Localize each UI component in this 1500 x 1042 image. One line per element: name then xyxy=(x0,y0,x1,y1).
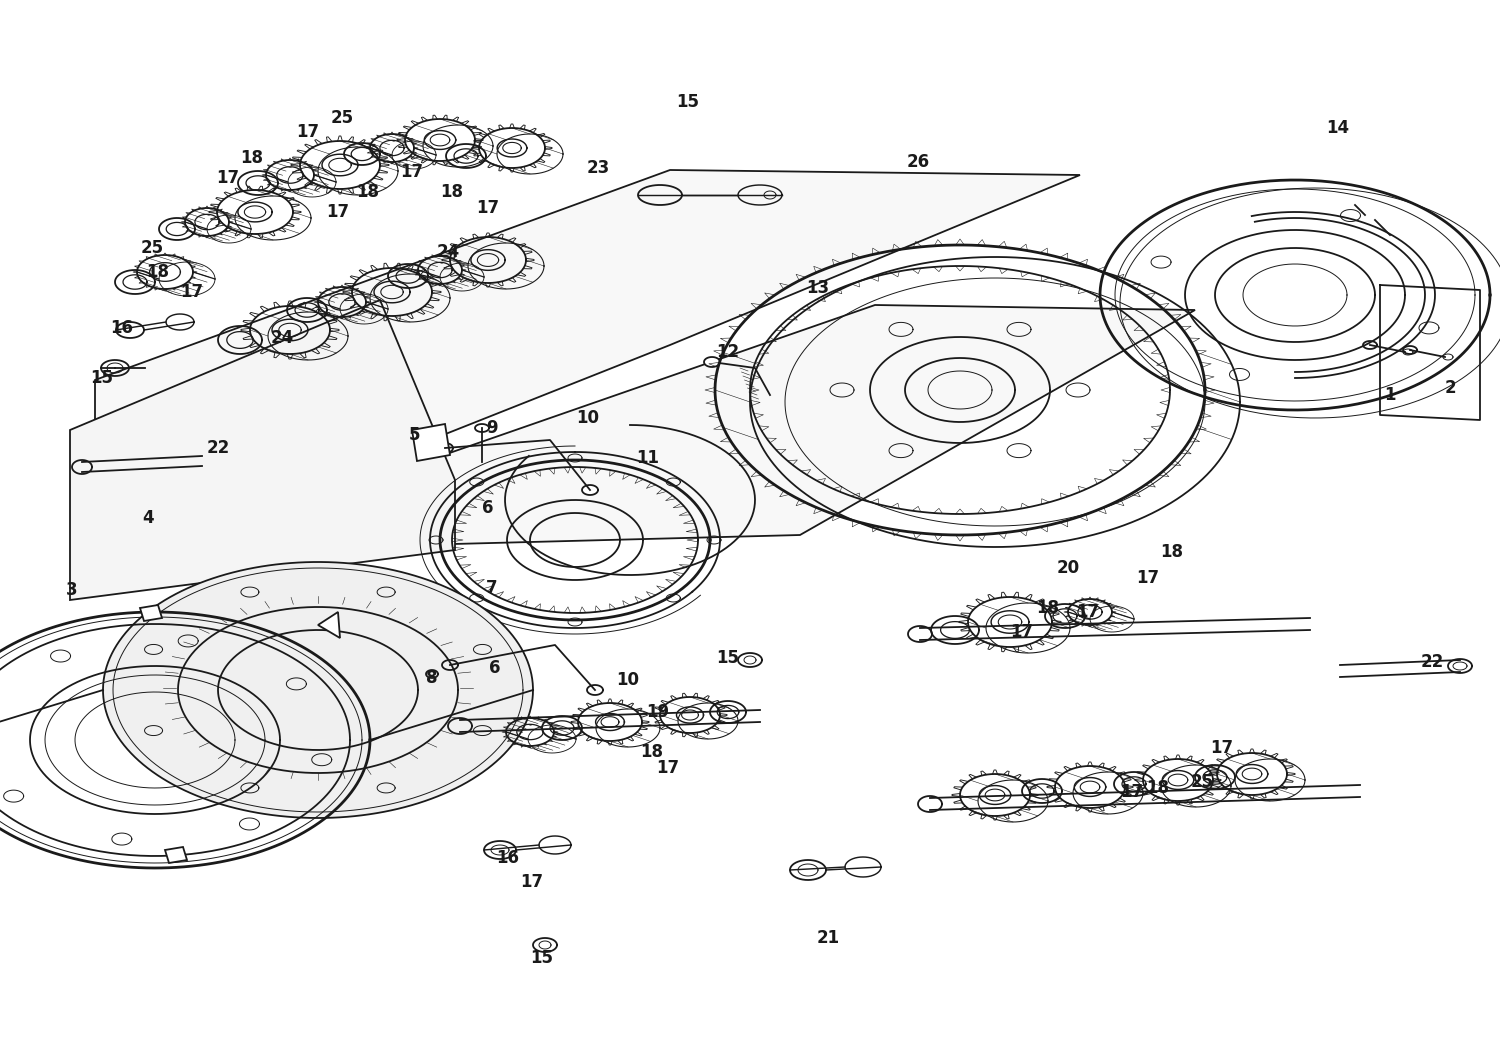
Text: 20: 20 xyxy=(1056,559,1080,577)
Text: 5: 5 xyxy=(410,426,420,444)
Text: 15: 15 xyxy=(676,93,699,111)
Text: 17: 17 xyxy=(180,283,204,301)
Text: 6: 6 xyxy=(489,659,501,677)
Text: 17: 17 xyxy=(216,169,240,187)
Text: 6: 6 xyxy=(483,499,494,517)
Text: 16: 16 xyxy=(496,849,519,867)
Text: 17: 17 xyxy=(520,873,543,891)
Polygon shape xyxy=(104,562,532,818)
Text: 26: 26 xyxy=(906,153,930,171)
Polygon shape xyxy=(582,485,598,495)
Polygon shape xyxy=(140,605,162,621)
Text: 8: 8 xyxy=(426,669,438,687)
Text: 17: 17 xyxy=(1137,569,1160,587)
Text: 18: 18 xyxy=(240,149,264,167)
Text: 15: 15 xyxy=(717,649,740,667)
Text: 3: 3 xyxy=(66,581,78,599)
Text: 18: 18 xyxy=(1036,599,1059,617)
Text: 25: 25 xyxy=(141,239,164,257)
Text: 18: 18 xyxy=(441,183,464,201)
Text: 1: 1 xyxy=(1384,386,1395,404)
Text: 7: 7 xyxy=(486,579,498,597)
Text: 25: 25 xyxy=(330,109,354,127)
Text: 22: 22 xyxy=(1420,653,1443,671)
Text: 15: 15 xyxy=(90,369,114,387)
Text: 12: 12 xyxy=(717,343,740,361)
Text: 17: 17 xyxy=(1077,603,1100,621)
Text: 17: 17 xyxy=(1120,783,1143,801)
Polygon shape xyxy=(165,847,188,863)
Polygon shape xyxy=(442,660,458,670)
Polygon shape xyxy=(70,300,454,600)
Text: 9: 9 xyxy=(486,419,498,437)
Text: 11: 11 xyxy=(636,449,660,467)
Text: 10: 10 xyxy=(576,410,600,427)
Text: 17: 17 xyxy=(1011,623,1034,641)
Text: 18: 18 xyxy=(1161,543,1184,561)
Text: 15: 15 xyxy=(531,949,554,967)
Text: 13: 13 xyxy=(807,279,830,297)
Text: 18: 18 xyxy=(640,743,663,761)
Text: 24: 24 xyxy=(436,243,459,260)
Polygon shape xyxy=(586,685,603,695)
Text: 16: 16 xyxy=(111,319,134,337)
Text: 21: 21 xyxy=(816,929,840,947)
Polygon shape xyxy=(413,424,450,461)
Text: 17: 17 xyxy=(400,163,423,181)
Text: 18: 18 xyxy=(1146,779,1170,797)
Text: 24: 24 xyxy=(270,329,294,347)
Text: 18: 18 xyxy=(147,263,170,281)
Text: 22: 22 xyxy=(207,439,230,457)
Text: 18: 18 xyxy=(357,183,380,201)
Polygon shape xyxy=(318,612,340,638)
Polygon shape xyxy=(0,612,370,868)
Polygon shape xyxy=(436,443,453,453)
Text: 10: 10 xyxy=(616,671,639,689)
Text: 17: 17 xyxy=(327,203,350,221)
Text: 2: 2 xyxy=(1444,379,1456,397)
Text: 19: 19 xyxy=(646,703,669,721)
Polygon shape xyxy=(416,305,1196,545)
Text: 14: 14 xyxy=(1326,119,1350,137)
Polygon shape xyxy=(704,357,720,367)
Text: 23: 23 xyxy=(586,159,609,177)
Text: 25: 25 xyxy=(1191,773,1214,791)
Text: 17: 17 xyxy=(1210,739,1233,756)
Text: 17: 17 xyxy=(297,123,320,141)
Text: 4: 4 xyxy=(142,508,154,527)
Polygon shape xyxy=(94,170,1080,460)
Text: 17: 17 xyxy=(657,759,680,777)
Text: 17: 17 xyxy=(477,199,500,217)
